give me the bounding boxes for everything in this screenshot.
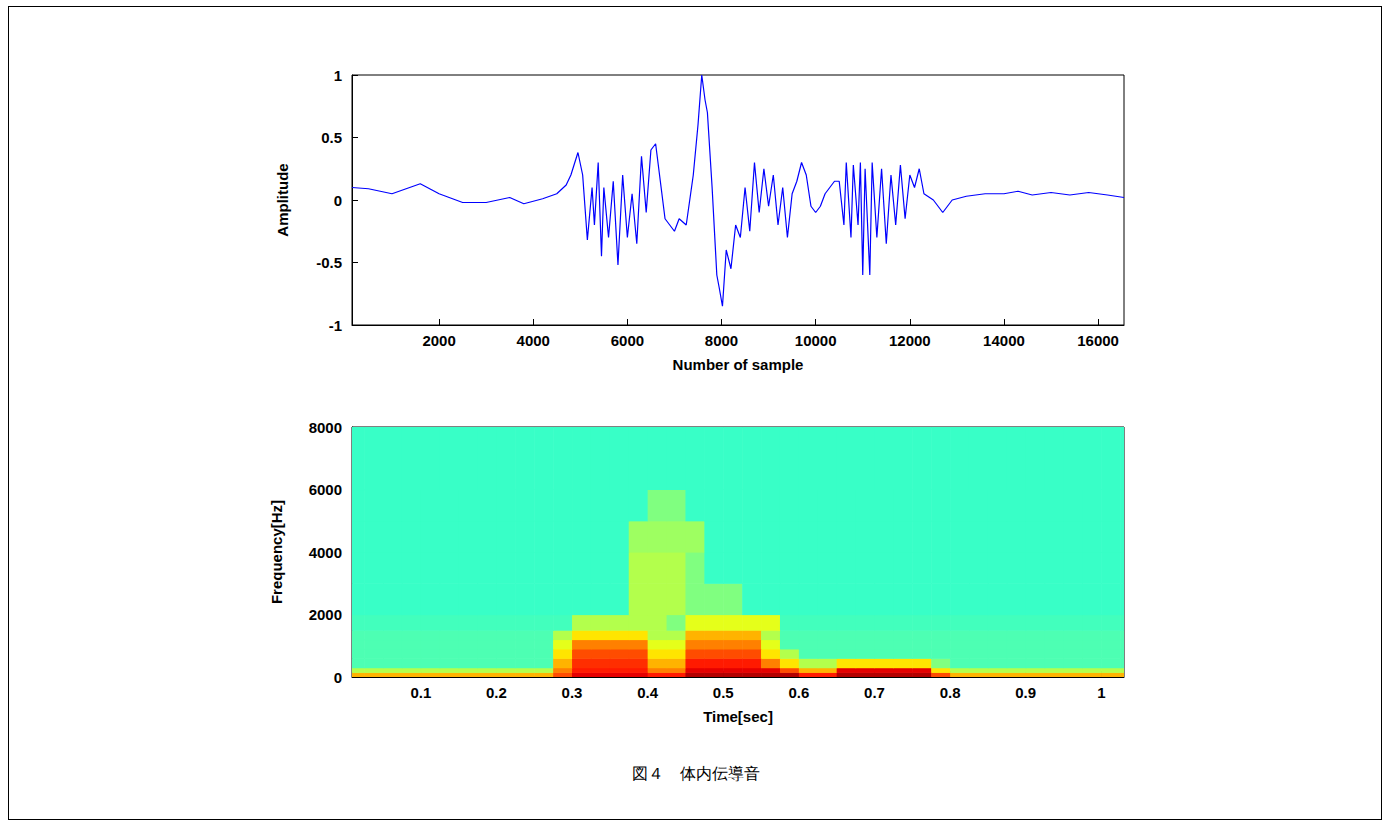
svg-text:6000: 6000 [611, 332, 644, 349]
svg-text:0: 0 [334, 669, 342, 686]
svg-text:2000: 2000 [422, 332, 455, 349]
svg-text:0.6: 0.6 [788, 684, 809, 701]
svg-text:6000: 6000 [309, 481, 342, 498]
svg-text:Time[sec]: Time[sec] [703, 708, 773, 725]
svg-text:0.9: 0.9 [1015, 684, 1036, 701]
svg-text:1: 1 [334, 67, 342, 84]
svg-text:-1: -1 [329, 317, 342, 334]
svg-text:0.2: 0.2 [486, 684, 507, 701]
svg-text:2000: 2000 [309, 606, 342, 623]
svg-text:14000: 14000 [983, 332, 1025, 349]
svg-text:8000: 8000 [309, 419, 342, 436]
svg-text:Frequency[Hz]: Frequency[Hz] [268, 500, 285, 604]
svg-text:-0.5: -0.5 [316, 254, 342, 271]
svg-text:1: 1 [1097, 684, 1105, 701]
svg-text:Amplitude: Amplitude [274, 163, 291, 236]
svg-text:0.4: 0.4 [637, 684, 659, 701]
html-text:図４ 体内伝導音: 図４ 体内伝導音 [632, 764, 760, 783]
svg-text:10000: 10000 [795, 332, 837, 349]
svg-text:16000: 16000 [1077, 332, 1119, 349]
svg-text:12000: 12000 [889, 332, 931, 349]
svg-text:0.3: 0.3 [562, 684, 583, 701]
svg-text:0: 0 [334, 192, 342, 209]
svg-text:0.7: 0.7 [864, 684, 885, 701]
svg-text:0.5: 0.5 [321, 129, 342, 146]
svg-text:4000: 4000 [517, 332, 550, 349]
svg-text:8000: 8000 [705, 332, 738, 349]
svg-text:Number of sample: Number of sample [673, 356, 804, 373]
svg-text:0.5: 0.5 [713, 684, 734, 701]
svg-text:0.1: 0.1 [410, 684, 431, 701]
svg-text:4000: 4000 [309, 544, 342, 561]
svg-text:0.8: 0.8 [940, 684, 961, 701]
